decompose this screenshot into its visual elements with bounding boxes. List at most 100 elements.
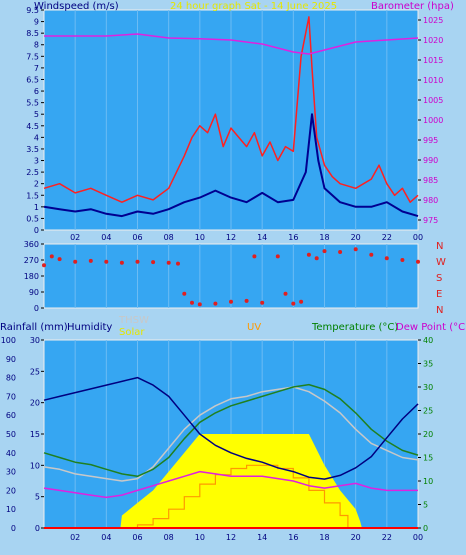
direction-point — [73, 259, 78, 264]
rainfall-axis-label: Rainfall (mm) — [0, 322, 68, 333]
direction-point — [416, 259, 420, 264]
direction-tick-label: 180 — [24, 272, 39, 281]
direction-point — [252, 254, 257, 259]
humidity-tick-label: 70 — [6, 392, 16, 401]
barometer-line — [44, 33, 419, 55]
rain-tick-label: 20 — [30, 399, 40, 408]
wind-tick-label: 1 — [34, 203, 39, 212]
temp-tick-label: 25 — [423, 407, 433, 416]
wind-time-label: 08 — [164, 233, 174, 242]
compass-label-s: S — [436, 273, 442, 284]
dewpoint-axis-label: Dew Point (°C) — [396, 322, 466, 333]
wind-gust-line — [43, 16, 419, 203]
temp-time-label: 02 — [70, 533, 80, 542]
direction-point — [369, 252, 374, 257]
wind-time-label: 04 — [101, 233, 111, 242]
wind-axis-label: Windspeed (m/s) — [34, 1, 119, 12]
direction-point — [291, 301, 296, 306]
humidity-tick-label: 60 — [6, 411, 16, 420]
temp-time-label: 08 — [164, 533, 174, 542]
temp-time-label: 12 — [226, 533, 236, 542]
direction-point — [197, 302, 202, 307]
barometer-tick-label: 975 — [423, 216, 438, 225]
temp-series — [43, 376, 419, 529]
chart-title: 24 hour graph Sat - 14 June 2025 — [170, 1, 337, 12]
temp-time-label: 00 — [413, 533, 423, 542]
humidity-tick-label: 10 — [6, 505, 16, 514]
barometer-tick-label: 1005 — [423, 96, 443, 105]
wind-time-label: 20 — [351, 233, 361, 242]
temp-time-label: 16 — [288, 533, 298, 542]
wind-tick-label: 3 — [34, 157, 39, 166]
barometer-tick-label: 1025 — [423, 16, 443, 25]
compass-label-n-top: N — [436, 241, 443, 252]
wind-time-label: 00 — [413, 233, 423, 242]
direction-point — [306, 252, 311, 257]
humidity-tick-label: 0 — [11, 524, 16, 533]
temp-time-label: 20 — [351, 533, 361, 542]
direction-point — [260, 300, 265, 305]
barometer-tick-label: 1015 — [423, 56, 443, 65]
temp-tick-label: 0 — [423, 524, 428, 533]
direction-plot-grid — [74, 244, 388, 308]
humidity-axis-ticks: 0 10 20 30 40 50 60 70 80 90 100 — [1, 336, 16, 533]
wind-time-label: 12 — [226, 233, 236, 242]
barometer-axis-ticks: 975 980 985 990 995 1000 1005 1010 1015 1020 1025 — [418, 16, 443, 225]
wind-axis-ticks: 0 0.5 1 1.5 2 2.5 3 3.5 4 4.5 5 5.5 6 6.5 7 7.5 8 8.5 9 9.5 — [26, 6, 44, 235]
temp-tick-label: 20 — [423, 430, 433, 439]
direction-point — [322, 249, 327, 254]
wind-tick-label: 9.5 — [26, 6, 39, 15]
solar-area — [44, 434, 418, 528]
compass-label-n-bottom: N — [436, 305, 443, 316]
temp-time-label: 06 — [132, 533, 142, 542]
rain-tick-label: 10 — [30, 461, 40, 470]
direction-point — [299, 299, 304, 304]
barometer-axis-label: Barometer (hpa) — [371, 1, 454, 12]
humidity-tick-label: 20 — [6, 486, 16, 495]
direction-point — [338, 250, 343, 254]
wind-time-label: 22 — [382, 233, 392, 242]
wind-tick-label: 0.5 — [26, 214, 39, 223]
thsw-line — [43, 386, 419, 482]
uv-line — [44, 464, 418, 529]
temp-time-ticks: 02 04 06 08 10 12 14 16 18 20 22 00 — [70, 533, 423, 542]
wind-tick-label: 8.5 — [26, 29, 39, 38]
barometer-tick-label: 990 — [423, 156, 438, 165]
rain-tick-label: 15 — [30, 430, 40, 439]
barometer-tick-label: 995 — [423, 136, 438, 145]
dewpoint-line — [43, 470, 418, 499]
temp-tick-label: 15 — [423, 454, 433, 463]
temp-tick-label: 35 — [423, 360, 433, 369]
wind-time-label: 10 — [195, 233, 205, 242]
wind-tick-label: 0 — [34, 226, 39, 235]
thsw-legend-label: THSW — [118, 315, 149, 326]
temp-tick-label: 30 — [423, 383, 433, 392]
wind-time-label: 14 — [257, 233, 267, 242]
direction-point — [176, 261, 180, 266]
temp-time-label: 14 — [257, 533, 267, 542]
direction-point — [57, 257, 62, 262]
rain-tick-label: 30 — [30, 336, 40, 345]
direction-point — [353, 247, 358, 252]
wind-tick-label: 5 — [34, 110, 39, 119]
wind-tick-label: 2 — [34, 180, 39, 189]
wind-time-label: 06 — [132, 233, 142, 242]
wind-tick-label: 9 — [34, 18, 39, 27]
temp-time-label: 04 — [101, 533, 111, 542]
wind-time-label: 16 — [288, 233, 298, 242]
direction-point — [42, 263, 46, 268]
wind-tick-label: 3.5 — [26, 145, 39, 154]
barometer-tick-label: 985 — [423, 176, 438, 185]
wind-tick-label: 5.5 — [26, 99, 39, 108]
direction-tick-label: 90 — [29, 288, 39, 297]
humidity-tick-label: 100 — [1, 336, 16, 345]
rain-tick-label: 0 — [35, 524, 40, 533]
direction-axis-ticks: 0 90 180 270 360 — [24, 240, 44, 313]
temp-tick-label: 10 — [423, 477, 433, 486]
temperature-axis-label: Temperature (°C) — [311, 322, 398, 333]
temperature-axis-ticks: 0 5 10 15 20 25 30 35 40 — [418, 336, 433, 533]
wind-average-line — [43, 113, 419, 218]
uv-legend-label: UV — [247, 322, 261, 333]
direction-tick-label: 0 — [34, 304, 39, 313]
wind-tick-label: 6 — [34, 87, 39, 96]
